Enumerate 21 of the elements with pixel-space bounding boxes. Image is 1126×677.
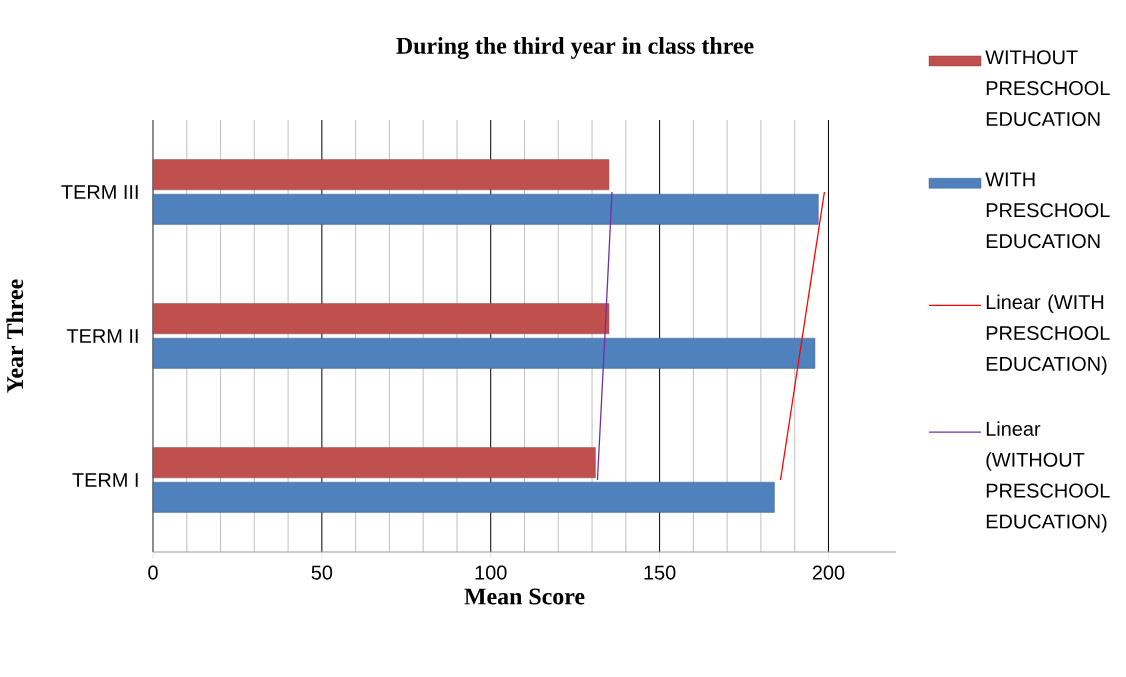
y-tick-label: TERM III — [61, 185, 138, 199]
x-axis-title: Mean Score — [464, 588, 585, 605]
bar — [152, 159, 610, 191]
legend-label: WITH PRESCHOOL EDUCATION — [985, 172, 1110, 249]
x-tick-label: 0 — [148, 565, 158, 580]
x-tick-label: 150 — [644, 565, 676, 580]
bar — [152, 447, 596, 479]
bar — [152, 337, 816, 369]
bar — [152, 193, 819, 225]
y-axis-title: Year Three — [6, 279, 24, 393]
x-tick-label: 50 — [311, 565, 333, 580]
x-tick-label: 100 — [475, 565, 507, 580]
legend-label: Linear (WITHOUT PRESCHOOL EDUCATION) — [986, 421, 1110, 533]
legend-label: Linear (WITH PRESCHOOL EDUCATION) — [986, 294, 1110, 375]
bar — [152, 481, 775, 513]
legend-label: WITHOUT PRESCHOOL EDUCATION — [985, 50, 1110, 127]
bar — [152, 303, 610, 335]
y-tick-label: TERM II — [66, 329, 138, 343]
chart-title: During the third year in class three — [396, 37, 754, 59]
x-tick-label: 200 — [812, 565, 845, 580]
y-tick-label: TERM I — [72, 473, 138, 487]
